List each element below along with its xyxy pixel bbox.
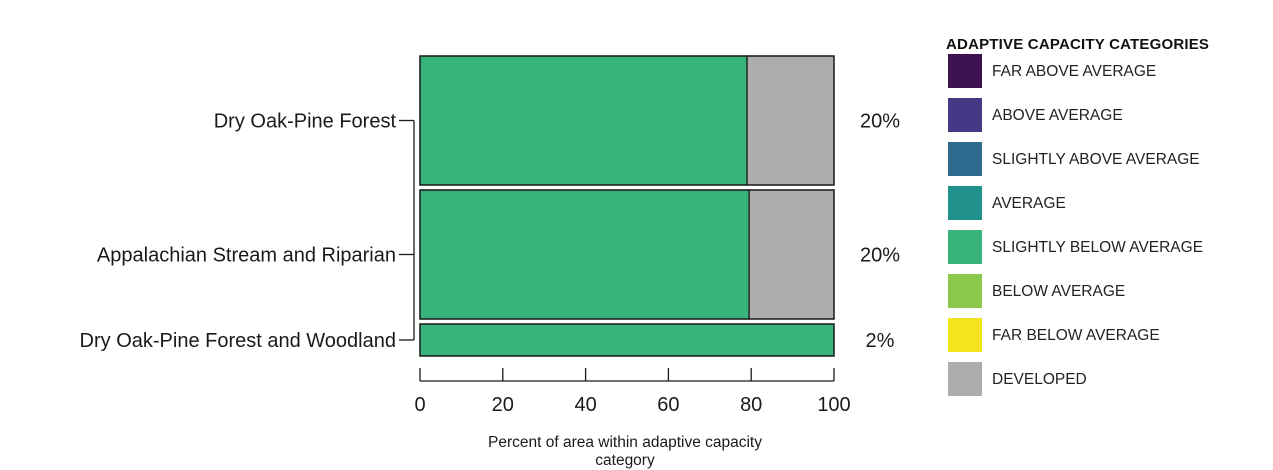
x-tick-label: 60 (657, 394, 679, 416)
category-bracket (399, 119, 415, 341)
bars-layer (419, 55, 835, 357)
legend-item: SLIGHTLY ABOVE AVERAGE (948, 142, 1268, 178)
legend-item: SLIGHTLY BELOW AVERAGE (948, 230, 1268, 266)
x-tick-label: 80 (740, 394, 762, 416)
bar-outline (419, 323, 835, 357)
bar-segment (748, 189, 835, 320)
legend-swatch (948, 274, 982, 308)
bar-segment (419, 189, 750, 320)
legend-item: BELOW AVERAGE (948, 274, 1268, 310)
x-axis: 0 20 40 60 80 100 (414, 368, 851, 416)
legend-swatch (948, 362, 982, 396)
legend-swatch (948, 318, 982, 352)
x-tick-label: 40 (574, 394, 596, 416)
legend-item: DEVELOPED (948, 362, 1268, 398)
share-label: 20% (860, 245, 900, 267)
legend-label: BELOW AVERAGE (992, 283, 1126, 300)
legend-item: ABOVE AVERAGE (948, 98, 1268, 134)
legend-swatch (948, 98, 982, 132)
bar-segment (419, 55, 748, 186)
legend: ADAPTIVE CAPACITY CATEGORIES FAR ABOVE A… (946, 36, 1266, 396)
category-label: Dry Oak-Pine Forest and Woodland (80, 330, 396, 352)
legend-label: SLIGHTLY ABOVE AVERAGE (992, 151, 1200, 168)
legend-label: FAR BELOW AVERAGE (992, 327, 1160, 344)
category-label: Dry Oak-Pine Forest (214, 111, 397, 133)
x-axis-title-line2: category (595, 452, 655, 469)
bar-outline (419, 189, 835, 320)
legend-label: DEVELOPED (992, 371, 1087, 388)
x-axis-title-line1: Percent of area within adaptive capacity (488, 434, 762, 451)
share-label: 2% (866, 330, 895, 352)
share-labels: 20% 20% 2% (860, 111, 900, 353)
legend-swatch (948, 186, 982, 220)
legend-swatch (948, 54, 982, 88)
bar-segment (419, 323, 835, 357)
category-label: Appalachian Stream and Riparian (97, 245, 396, 267)
legend-item: FAR BELOW AVERAGE (948, 318, 1268, 354)
legend-label: ABOVE AVERAGE (992, 107, 1123, 124)
legend-swatch (948, 230, 982, 264)
share-label: 20% (860, 111, 900, 133)
bar-segment (746, 55, 835, 186)
x-tick-label: 100 (817, 394, 850, 416)
category-labels: Dry Oak-Pine Forest Appalachian Stream an… (80, 111, 397, 353)
x-tick-label: 0 (414, 394, 425, 416)
legend-label: AVERAGE (992, 195, 1066, 212)
bar-outline (419, 55, 835, 186)
legend-label: SLIGHTLY BELOW AVERAGE (992, 239, 1204, 256)
x-tick-label: 20 (492, 394, 514, 416)
legend-title: ADAPTIVE CAPACITY CATEGORIES (946, 36, 1210, 53)
legend-label: FAR ABOVE AVERAGE (992, 63, 1157, 80)
legend-swatch (948, 142, 982, 176)
legend-item: FAR ABOVE AVERAGE (948, 54, 1268, 90)
legend-item: AVERAGE (948, 186, 1268, 222)
